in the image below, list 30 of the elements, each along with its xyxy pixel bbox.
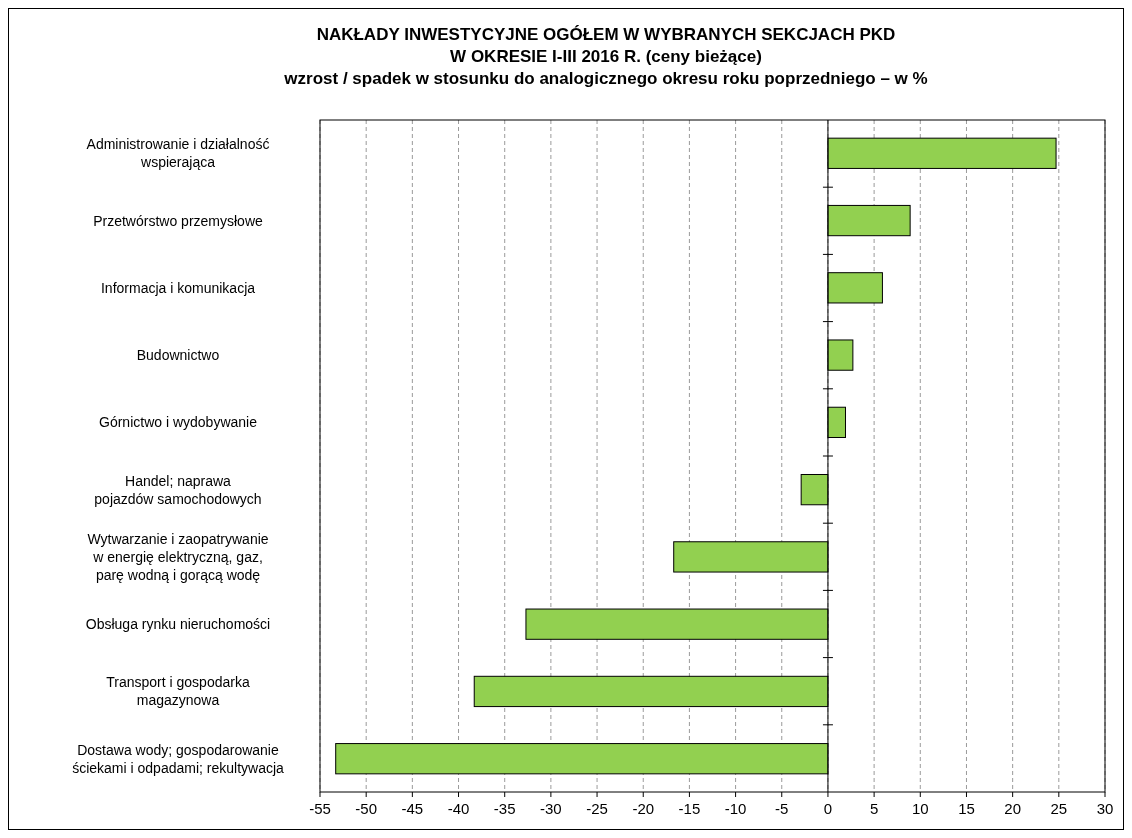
x-tick-label: 20 xyxy=(1004,800,1021,817)
y-tick-label: Administrowanie i działalność wspierająca xyxy=(86,136,270,171)
chart-subtitle: wzrost / spadek w stosunku do analogicznego okresu roku poprzedniego – w % xyxy=(283,69,928,88)
x-tick-label: -55 xyxy=(309,800,331,817)
x-tick-label: -25 xyxy=(586,800,608,817)
x-tick-label: -45 xyxy=(401,800,424,817)
x-tick-label: -35 xyxy=(493,800,516,817)
y-tick-label: Handel; naprawa pojazdów samochodowych xyxy=(94,472,262,507)
x-tick-label: -20 xyxy=(632,800,655,817)
x-tick-label: 5 xyxy=(869,800,879,817)
y-tick-label: Dostawa wody; gospodarowanie ściekami i odpadami; rekultywacja xyxy=(72,741,285,776)
x-tick-label: -15 xyxy=(678,800,701,817)
y-tick-label: Transport i gospodarka magazynowa xyxy=(106,674,250,709)
x-tick-label: 0 xyxy=(823,800,833,817)
y-tick-label: Informacja i komunikacja xyxy=(100,279,256,296)
x-tick-label: -5 xyxy=(775,800,789,817)
x-tick-label: 10 xyxy=(911,800,929,817)
x-tick-label: -50 xyxy=(355,800,378,817)
x-tick-label: 25 xyxy=(1050,800,1068,817)
x-tick-label: -40 xyxy=(447,800,470,817)
x-tick-label: 30 xyxy=(1096,800,1114,817)
x-tick-label: -30 xyxy=(540,800,562,817)
y-tick-label: Wytwarzanie i zaopatrywanie w energię elektryczną, gaz, parę wodną i gorącą wodę xyxy=(87,530,269,583)
chart-title: NAKŁADY INWESTYCYJNE OGÓŁEM W WYBRANYCH SEKCJACH PKD W OKRESIE I-III 2016 R. (ceny bieżące) xyxy=(316,25,896,66)
y-tick-label: Budownictwo xyxy=(136,347,220,364)
y-tick-label: Górnictwo i wydobywanie xyxy=(99,414,258,431)
x-tick-label: 15 xyxy=(958,800,975,817)
x-tick-label: -10 xyxy=(724,800,747,817)
y-tick-label: Obsługa rynku nieruchomości xyxy=(85,616,271,633)
y-tick-label: Przetwórstwo przemysłowe xyxy=(93,212,264,229)
